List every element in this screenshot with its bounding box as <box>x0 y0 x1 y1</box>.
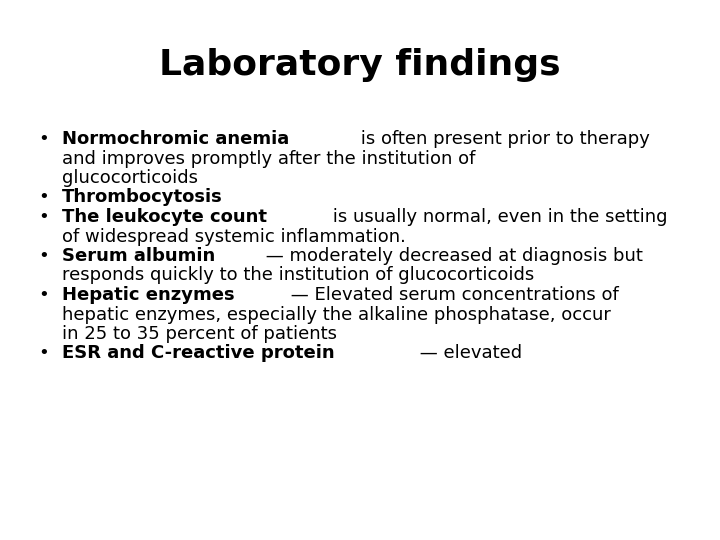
Text: Hepatic enzymes: Hepatic enzymes <box>62 286 235 304</box>
Text: glucocorticoids: glucocorticoids <box>62 169 198 187</box>
Text: •: • <box>38 208 49 226</box>
Text: is often present prior to therapy: is often present prior to therapy <box>355 130 650 148</box>
Text: Normochromic anemia: Normochromic anemia <box>62 130 289 148</box>
Text: — Elevated serum concentrations of: — Elevated serum concentrations of <box>284 286 618 304</box>
Text: Thrombocytosis: Thrombocytosis <box>62 188 222 206</box>
Text: hepatic enzymes, especially the alkaline phosphatase, occur: hepatic enzymes, especially the alkaline… <box>62 306 611 323</box>
Text: responds quickly to the institution of glucocorticoids: responds quickly to the institution of g… <box>62 267 534 285</box>
Text: — moderately decreased at diagnosis but: — moderately decreased at diagnosis but <box>260 247 643 265</box>
Text: Laboratory findings: Laboratory findings <box>159 48 561 82</box>
Text: •: • <box>38 345 49 362</box>
Text: •: • <box>38 188 49 206</box>
Text: is usually normal, even in the setting: is usually normal, even in the setting <box>326 208 667 226</box>
Text: and improves promptly after the institution of: and improves promptly after the institut… <box>62 150 475 167</box>
Text: of widespread systemic inflammation.: of widespread systemic inflammation. <box>62 227 406 246</box>
Text: •: • <box>38 286 49 304</box>
Text: Serum albumin: Serum albumin <box>62 247 215 265</box>
Text: •: • <box>38 130 49 148</box>
Text: — elevated: — elevated <box>414 345 522 362</box>
Text: •: • <box>38 247 49 265</box>
Text: ESR and C-reactive protein: ESR and C-reactive protein <box>62 345 335 362</box>
Text: in 25 to 35 percent of patients: in 25 to 35 percent of patients <box>62 325 337 343</box>
Text: The leukocyte count: The leukocyte count <box>62 208 267 226</box>
